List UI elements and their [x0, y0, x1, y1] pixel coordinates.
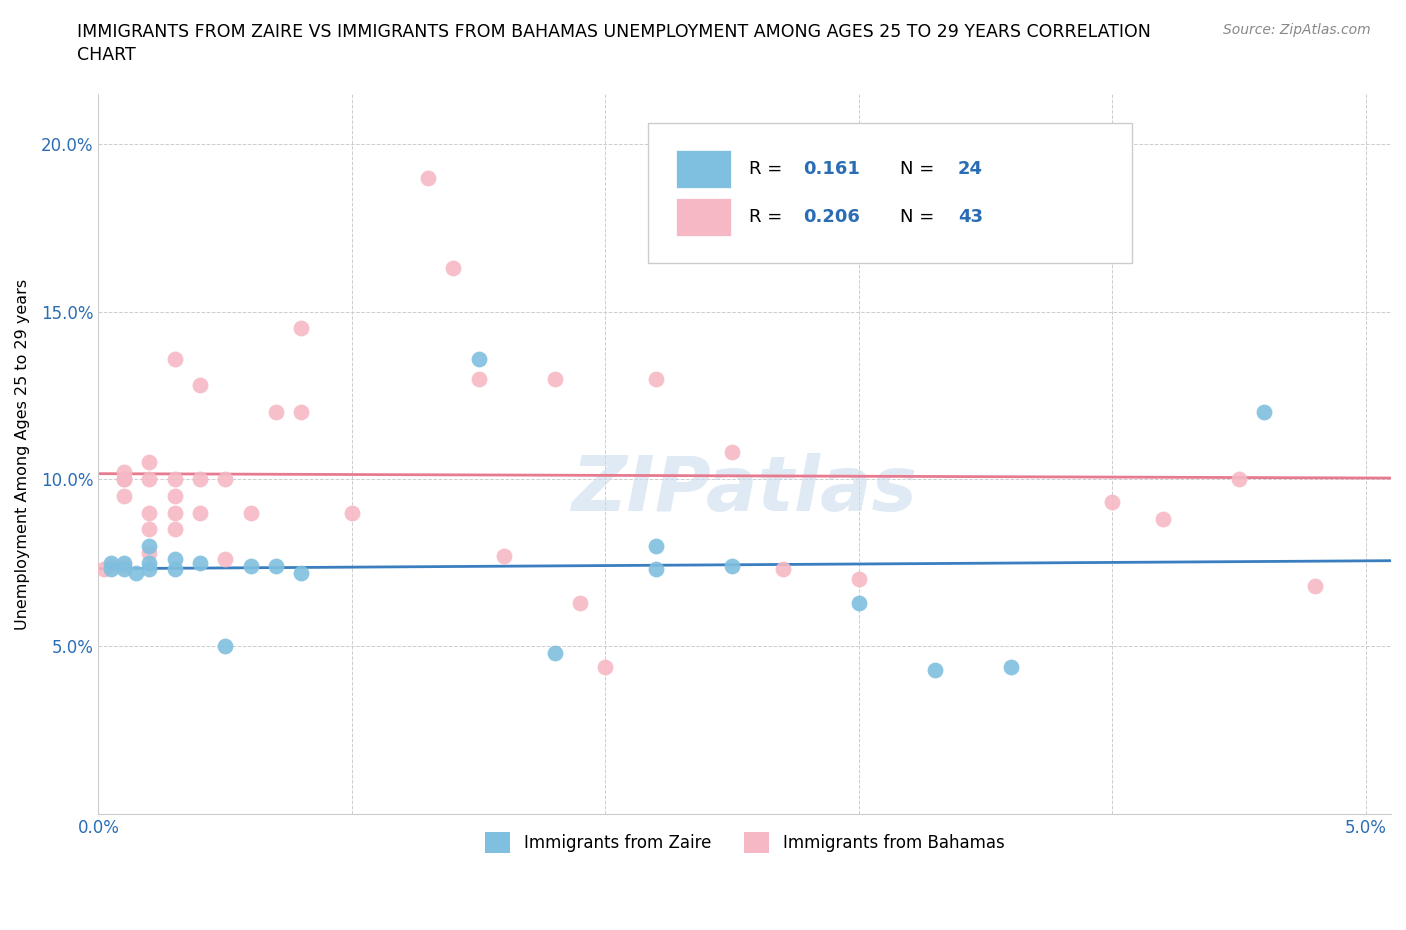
Point — [163, 551, 186, 566]
Point — [290, 321, 312, 336]
Point — [467, 371, 489, 386]
Point — [188, 378, 211, 392]
Point — [467, 352, 489, 366]
FancyBboxPatch shape — [676, 198, 731, 236]
FancyBboxPatch shape — [648, 123, 1132, 263]
Text: IMMIGRANTS FROM ZAIRE VS IMMIGRANTS FROM BAHAMAS UNEMPLOYMENT AMONG AGES 25 TO 2: IMMIGRANTS FROM ZAIRE VS IMMIGRANTS FROM… — [77, 23, 1152, 41]
Point — [188, 555, 211, 570]
Point — [138, 538, 160, 553]
Point — [138, 522, 160, 537]
Point — [239, 559, 262, 574]
Text: N =: N = — [900, 160, 939, 178]
Point — [290, 405, 312, 419]
Point — [848, 595, 870, 610]
Point — [188, 505, 211, 520]
Text: R =: R = — [748, 160, 787, 178]
Point — [138, 555, 160, 570]
Point — [543, 645, 565, 660]
Text: Source: ZipAtlas.com: Source: ZipAtlas.com — [1223, 23, 1371, 37]
Point — [163, 522, 186, 537]
Point — [163, 562, 186, 577]
Point — [125, 565, 148, 580]
Point — [645, 538, 668, 553]
Point — [1303, 578, 1326, 593]
Point — [214, 551, 236, 566]
Point — [100, 562, 122, 577]
Point — [163, 488, 186, 503]
Point — [645, 371, 668, 386]
Text: 0.206: 0.206 — [803, 208, 860, 226]
Point — [772, 177, 794, 192]
Legend: Immigrants from Zaire, Immigrants from Bahamas: Immigrants from Zaire, Immigrants from B… — [478, 826, 1011, 859]
Point — [112, 472, 135, 486]
Point — [138, 472, 160, 486]
Point — [569, 595, 592, 610]
Point — [290, 565, 312, 580]
Point — [138, 562, 160, 577]
Point — [595, 659, 617, 674]
Point — [1227, 472, 1250, 486]
Point — [163, 472, 186, 486]
Point — [264, 405, 287, 419]
Point — [264, 559, 287, 574]
Point — [721, 559, 744, 574]
Point — [441, 260, 464, 275]
FancyBboxPatch shape — [676, 150, 731, 188]
Point — [138, 505, 160, 520]
Point — [163, 352, 186, 366]
Point — [112, 488, 135, 503]
Point — [112, 472, 135, 486]
Text: 43: 43 — [957, 208, 983, 226]
Point — [188, 472, 211, 486]
Text: R =: R = — [748, 208, 787, 226]
Point — [1253, 405, 1275, 419]
Point — [112, 559, 135, 574]
Text: N =: N = — [900, 208, 939, 226]
Point — [239, 505, 262, 520]
Text: 24: 24 — [957, 160, 983, 178]
Point — [138, 455, 160, 470]
Point — [492, 549, 515, 564]
Text: ZIPatlas: ZIPatlas — [572, 453, 918, 527]
Point — [100, 555, 122, 570]
Point — [214, 639, 236, 654]
Point — [848, 572, 870, 587]
Point — [1101, 495, 1123, 510]
Point — [138, 545, 160, 560]
Point — [416, 170, 439, 185]
Text: CHART: CHART — [77, 46, 136, 64]
Point — [1000, 659, 1022, 674]
Point — [112, 562, 135, 577]
Y-axis label: Unemployment Among Ages 25 to 29 years: Unemployment Among Ages 25 to 29 years — [15, 278, 30, 630]
Point — [543, 371, 565, 386]
Point — [721, 445, 744, 459]
Point — [772, 562, 794, 577]
Point — [214, 472, 236, 486]
Text: 0.161: 0.161 — [803, 160, 860, 178]
Point — [340, 505, 363, 520]
Point — [645, 562, 668, 577]
Point — [1152, 512, 1174, 526]
Point — [100, 559, 122, 574]
Point — [924, 662, 946, 677]
Point — [163, 505, 186, 520]
Point — [112, 465, 135, 480]
Point — [112, 555, 135, 570]
Point — [93, 562, 115, 577]
